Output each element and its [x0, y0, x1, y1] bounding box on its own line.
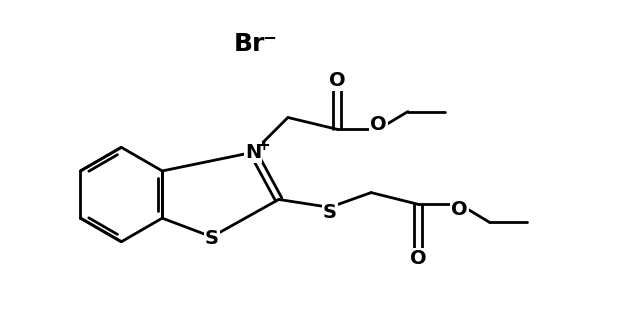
- Text: S: S: [323, 203, 337, 222]
- Text: +: +: [257, 138, 270, 153]
- Text: O: O: [370, 115, 387, 134]
- Text: O: O: [451, 200, 468, 219]
- Text: Br: Br: [234, 32, 265, 56]
- Text: O: O: [329, 71, 346, 90]
- Text: −: −: [262, 28, 276, 46]
- Text: N: N: [245, 143, 261, 162]
- Text: O: O: [410, 249, 427, 268]
- Text: S: S: [205, 229, 219, 248]
